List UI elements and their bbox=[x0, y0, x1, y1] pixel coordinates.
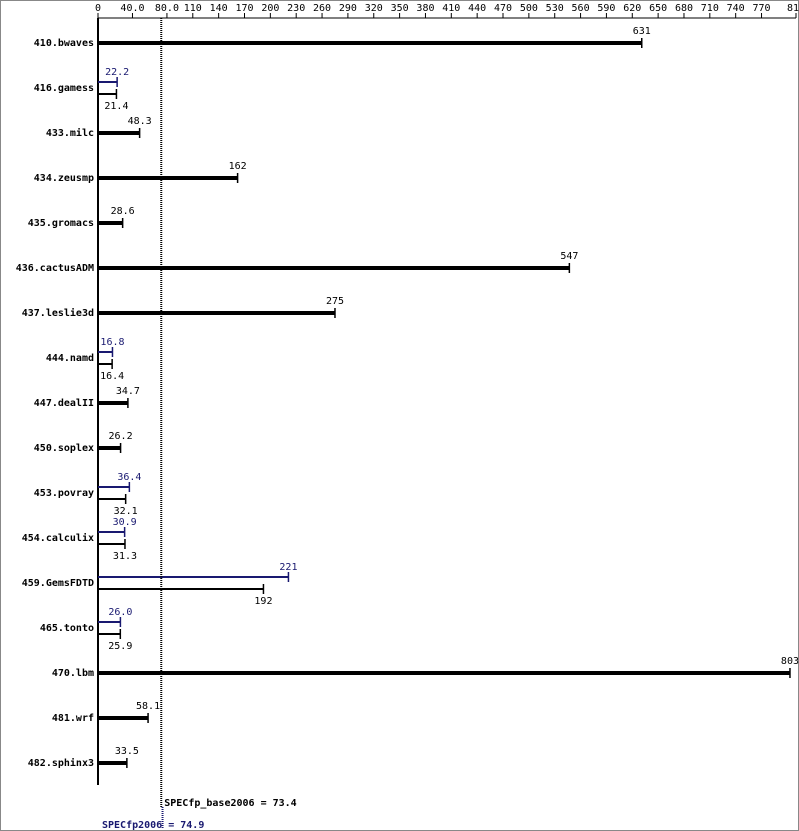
value-label: 25.9 bbox=[108, 641, 132, 652]
value-label: 16.8 bbox=[100, 337, 124, 348]
x-tick-label: 380 bbox=[416, 3, 434, 14]
x-tick-label: 230 bbox=[287, 3, 305, 14]
x-tick-label: 290 bbox=[339, 3, 357, 14]
category-label: 453.povray bbox=[34, 488, 94, 499]
value-label: 34.7 bbox=[116, 386, 140, 397]
x-tick-label: 470 bbox=[494, 3, 512, 14]
category-label: 454.calculix bbox=[22, 532, 94, 544]
value-label: 192 bbox=[254, 596, 272, 607]
category-label: 437.leslie3d bbox=[22, 307, 94, 319]
category-label: 450.soplex bbox=[34, 443, 94, 454]
category-label: 481.wrf bbox=[52, 713, 94, 724]
value-label: 48.3 bbox=[128, 116, 152, 127]
x-tick-label: 440 bbox=[468, 3, 486, 14]
x-tick-label: 200 bbox=[261, 3, 279, 14]
value-label: 275 bbox=[326, 296, 344, 307]
reference-label: SPECfp2006 = 74.9 bbox=[102, 820, 204, 831]
category-label: 436.cactusADM bbox=[16, 263, 94, 274]
x-tick-label: 110 bbox=[184, 3, 202, 14]
value-label: 221 bbox=[279, 562, 297, 573]
category-label: 470.lbm bbox=[52, 668, 94, 679]
category-label: 465.tonto bbox=[40, 623, 94, 634]
category-label: 416.gamess bbox=[34, 83, 94, 94]
category-label: 410.bwaves bbox=[34, 38, 94, 49]
value-label: 58.1 bbox=[136, 701, 160, 712]
x-tick-label: 740 bbox=[727, 3, 745, 14]
value-label: 31.3 bbox=[113, 551, 137, 562]
x-tick-label: 680 bbox=[675, 3, 693, 14]
x-tick-label: 320 bbox=[365, 3, 383, 14]
x-tick-label: 0 bbox=[95, 3, 101, 14]
x-tick-label: 770 bbox=[752, 3, 770, 14]
value-label: 26.2 bbox=[109, 431, 133, 442]
value-label: 22.2 bbox=[105, 67, 129, 78]
category-label: 444.namd bbox=[46, 353, 94, 364]
reference-label: SPECfp_base2006 = 73.4 bbox=[164, 798, 296, 809]
category-label: 434.zeusmp bbox=[34, 173, 94, 184]
x-tick-label: 350 bbox=[391, 3, 409, 14]
value-label: 32.1 bbox=[114, 506, 138, 517]
x-tick-label: 260 bbox=[313, 3, 331, 14]
category-label: 433.milc bbox=[46, 127, 94, 139]
x-tick-label: 170 bbox=[235, 3, 253, 14]
value-label: 26.0 bbox=[108, 607, 132, 618]
x-tick-label: 590 bbox=[597, 3, 615, 14]
x-tick-label: 40.0 bbox=[120, 3, 144, 14]
value-label: 162 bbox=[229, 161, 247, 172]
x-tick-label: 530 bbox=[546, 3, 564, 14]
value-label: 30.9 bbox=[113, 517, 137, 528]
category-label: 482.sphinx3 bbox=[28, 757, 94, 769]
value-label: 33.5 bbox=[115, 746, 139, 757]
value-label: 803 bbox=[781, 656, 799, 667]
value-label: 631 bbox=[633, 26, 651, 37]
x-tick-label: 140 bbox=[210, 3, 228, 14]
category-label: 435.gromacs bbox=[28, 218, 94, 229]
value-label: 16.4 bbox=[100, 371, 124, 382]
x-tick-label: 560 bbox=[572, 3, 590, 14]
x-tick-label: 810 bbox=[787, 3, 799, 14]
x-tick-label: 620 bbox=[623, 3, 641, 14]
value-label: 36.4 bbox=[117, 472, 141, 483]
x-tick-label: 650 bbox=[649, 3, 667, 14]
value-label: 28.6 bbox=[111, 206, 135, 217]
value-label: 547 bbox=[560, 251, 578, 262]
category-label: 459.GemsFDTD bbox=[22, 578, 94, 589]
value-label: 21.4 bbox=[104, 101, 128, 112]
category-label: 447.dealII bbox=[34, 398, 94, 409]
x-tick-label: 410 bbox=[442, 3, 460, 14]
x-tick-label: 500 bbox=[520, 3, 538, 14]
x-tick-label: 80.0 bbox=[155, 3, 179, 14]
x-tick-label: 710 bbox=[701, 3, 719, 14]
